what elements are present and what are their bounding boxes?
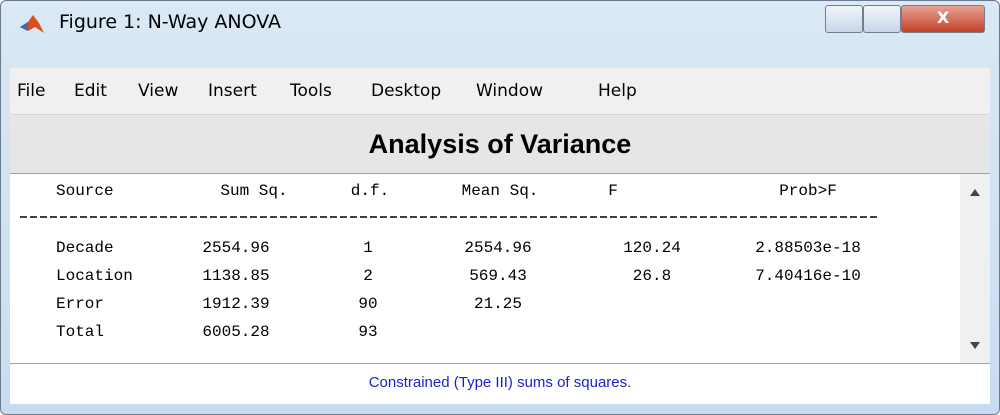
table-cell: 1138.85 (202, 267, 269, 285)
table-cell: Error (56, 295, 104, 313)
menu-item[interactable]: Window (476, 81, 544, 101)
column-header: F (608, 182, 618, 200)
table-cell: 7.40416e-10 (755, 267, 861, 285)
table-cell: Decade (56, 239, 114, 257)
table-cell: Total (56, 323, 104, 341)
window-title: Figure 1: N-Way ANOVA (59, 11, 281, 33)
table-cell: 6005.28 (202, 323, 269, 341)
table-cell: 1 (363, 239, 373, 257)
menu-item[interactable]: Insert (208, 81, 257, 101)
column-header: Sum Sq. (220, 182, 287, 200)
scroll-down[interactable] (970, 342, 980, 349)
table-cell: 2554.96 (202, 239, 269, 257)
menu-item[interactable]: Desktop (371, 81, 442, 101)
table-cell: 21.25 (474, 295, 522, 313)
title-bar: Figure 1: N-Way ANOVA X (1, 1, 999, 61)
heading: Analysis of Variance (10, 115, 990, 173)
table-cell: 26.8 (633, 267, 671, 285)
table-cell: 90 (358, 295, 377, 313)
table-cell: 569.43 (469, 267, 527, 285)
table-cell: 2 (363, 267, 373, 285)
menu-item[interactable]: Help (598, 81, 637, 101)
menu-item[interactable]: Edit (74, 81, 107, 101)
column-header: Mean Sq. (462, 182, 539, 200)
minimize-button[interactable] (825, 5, 863, 33)
table-area: Source Sum Sq. d.f. Mean Sq. F Prob>F Decade 25… (10, 173, 990, 364)
close-button[interactable]: X (901, 5, 985, 33)
table-cell: 2554.96 (464, 239, 531, 257)
column-header: Prob>F (779, 182, 837, 200)
menu-item[interactable]: File (17, 81, 46, 101)
menu-bar: File Edit View Insert Tools Desktop Window Help (10, 68, 990, 115)
table-cell: 2.88503e-18 (755, 239, 861, 257)
menu-item[interactable]: View (138, 81, 179, 101)
scrollbar[interactable] (960, 174, 990, 364)
menu-item[interactable]: Tools (290, 81, 332, 101)
table-cell: 120.24 (623, 239, 681, 257)
column-header: Source (56, 182, 114, 200)
table-cell: 1912.39 (202, 295, 269, 313)
column-header: d.f. (351, 182, 389, 200)
maximize-button[interactable] (863, 5, 901, 33)
table-cell: Location (56, 267, 133, 285)
app-icon (20, 15, 44, 33)
footnote: Constrained (Type III) sums of squares. (10, 363, 990, 404)
table-cell: 93 (358, 323, 377, 341)
scroll-up[interactable] (970, 189, 980, 196)
